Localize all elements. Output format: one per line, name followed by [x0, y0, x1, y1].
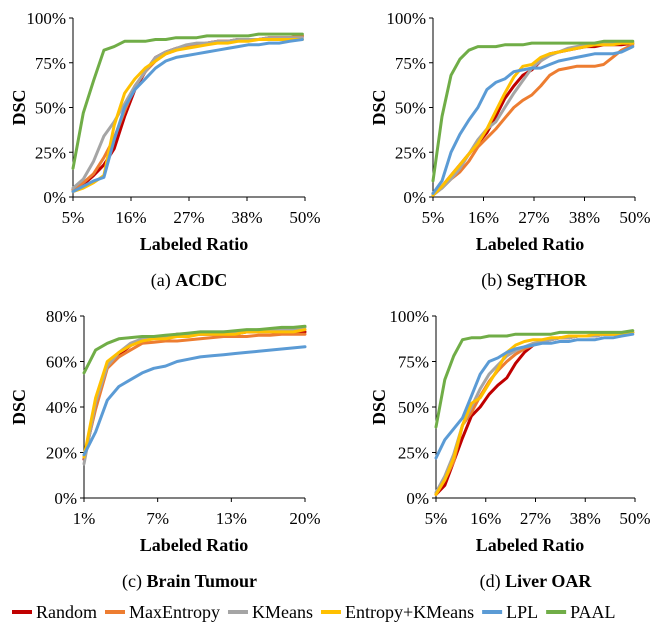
- x-tick-label: 20%: [289, 509, 320, 528]
- chart-panel-3: 0% 20% 40% 60% 80% 1% 7% 13% 20% Labeled Ratio DSC…: [9, 307, 321, 592]
- series-line-entropy-kmeans: [71, 38, 304, 194]
- y-tick-label: 75%: [395, 54, 426, 73]
- series-line-maxentropy: [82, 332, 307, 459]
- panel-caption-title: ACDC: [175, 270, 227, 290]
- x-tick-label: 38%: [569, 208, 600, 227]
- x-tick-label: 16%: [115, 208, 146, 227]
- y-tick-label: 75%: [35, 54, 66, 73]
- legend-label: Random: [36, 602, 97, 622]
- series-line-paal: [431, 39, 635, 183]
- series-line-lpl: [431, 45, 635, 195]
- x-axis-label: Labeled Ratio: [476, 234, 585, 254]
- panel-caption: (b) SegTHOR: [481, 270, 588, 291]
- x-tick-label: 5%: [425, 509, 448, 528]
- panel-caption-prefix: (c): [122, 571, 146, 592]
- y-tick-label: 0%: [43, 188, 66, 207]
- series-line-lpl: [82, 345, 307, 457]
- y-tick-label: 0%: [403, 188, 426, 207]
- panel-caption-title: Liver OAR: [505, 571, 592, 591]
- legend-item-kmeans: KMeans: [227, 602, 313, 622]
- series-line-lpl: [71, 38, 304, 194]
- legend: Random MaxEntropy KMeans Entropy+KMeans LPL P…: [12, 602, 616, 622]
- chart-panel-2: 0% 25% 50% 75% 100% 5% 16% 27% 38% 50% Labeled Rat…: [369, 9, 651, 291]
- series-line-entropy-kmeans: [82, 328, 307, 459]
- x-axis-label: Labeled Ratio: [476, 535, 585, 555]
- series-line-kmeans: [82, 325, 307, 466]
- series-line-paal: [71, 32, 304, 170]
- series-line-lpl: [434, 332, 635, 460]
- y-axis-label: DSC: [369, 389, 389, 425]
- x-tick-label: 13%: [216, 509, 247, 528]
- x-tick-label: 16%: [468, 208, 499, 227]
- x-tick-label: 5%: [62, 208, 85, 227]
- y-tick-label: 100%: [389, 307, 429, 326]
- x-tick-label: 27%: [173, 208, 204, 227]
- x-tick-label: 27%: [520, 509, 551, 528]
- x-tick-label: 27%: [518, 208, 549, 227]
- y-tick-label: 25%: [35, 143, 66, 162]
- y-tick-label: 100%: [386, 9, 426, 28]
- y-tick-label: 20%: [46, 444, 77, 463]
- y-tick-label: 25%: [398, 444, 429, 463]
- x-tick-label: 50%: [289, 208, 320, 227]
- legend-label: Entropy+KMeans: [345, 602, 474, 622]
- y-tick-label: 0%: [406, 489, 429, 508]
- y-tick-label: 60%: [46, 353, 77, 372]
- panel-caption: (c) Brain Tumour: [122, 571, 257, 592]
- x-axis-label: Labeled Ratio: [140, 234, 249, 254]
- x-tick-label: 7%: [146, 509, 169, 528]
- chart-panel-1: 0% 25% 50% 75% 100% 5% 16% 27% 38% 50% Labeled Rat…: [9, 9, 321, 291]
- x-tick-label: 16%: [470, 509, 501, 528]
- y-tick-label: 100%: [26, 9, 66, 28]
- x-tick-label: 5%: [422, 208, 445, 227]
- legend-item-paal: PAAL: [546, 602, 616, 622]
- y-tick-label: 50%: [395, 99, 426, 118]
- series-line-paal: [82, 324, 307, 375]
- panel-caption-prefix: (b): [481, 270, 507, 291]
- panel-caption: (d) Liver OAR: [480, 571, 593, 592]
- y-axis-label: DSC: [9, 89, 29, 125]
- legend-item-entropy-kmeans: Entropy+KMeans: [320, 602, 474, 622]
- y-tick-label: 75%: [398, 353, 429, 372]
- y-tick-label: 25%: [395, 143, 426, 162]
- series-line-paal: [434, 329, 635, 429]
- panel-caption: (a) ACDC: [151, 270, 227, 291]
- legend-item-random: Random: [12, 602, 97, 622]
- series-line-entropy-kmeans: [431, 41, 635, 197]
- legend-label: LPL: [506, 602, 538, 622]
- panel-caption-title: Brain Tumour: [146, 571, 257, 591]
- panel-caption-prefix: (a): [151, 270, 175, 291]
- x-tick-label: 50%: [619, 208, 650, 227]
- legend-label: PAAL: [570, 602, 615, 622]
- series-line-entropy-kmeans: [434, 330, 635, 496]
- x-tick-label: 38%: [570, 509, 601, 528]
- series-line-maxentropy: [431, 43, 635, 195]
- y-tick-label: 50%: [35, 99, 66, 118]
- x-axis-label: Labeled Ratio: [140, 535, 249, 555]
- y-axis-label: DSC: [369, 89, 389, 125]
- legend-label: KMeans: [252, 602, 313, 622]
- panel-caption-title: SegTHOR: [507, 270, 588, 290]
- y-axis-label: DSC: [9, 389, 29, 425]
- legend-label: MaxEntropy: [129, 602, 220, 622]
- y-tick-label: 80%: [46, 307, 77, 326]
- x-tick-label: 1%: [73, 509, 96, 528]
- legend-item-maxentropy: MaxEntropy: [105, 602, 220, 622]
- x-tick-label: 38%: [231, 208, 262, 227]
- chart-panel-4: 0% 25% 50% 75% 100% 5% 16% 27% 38% 50% Labeled Rat…: [369, 307, 651, 592]
- panel-caption-prefix: (d): [480, 571, 506, 592]
- legend-item-lpl: LPL: [482, 602, 538, 622]
- y-tick-label: 40%: [46, 398, 77, 417]
- y-tick-label: 0%: [54, 489, 77, 508]
- x-tick-label: 50%: [619, 509, 650, 528]
- y-tick-label: 50%: [398, 398, 429, 417]
